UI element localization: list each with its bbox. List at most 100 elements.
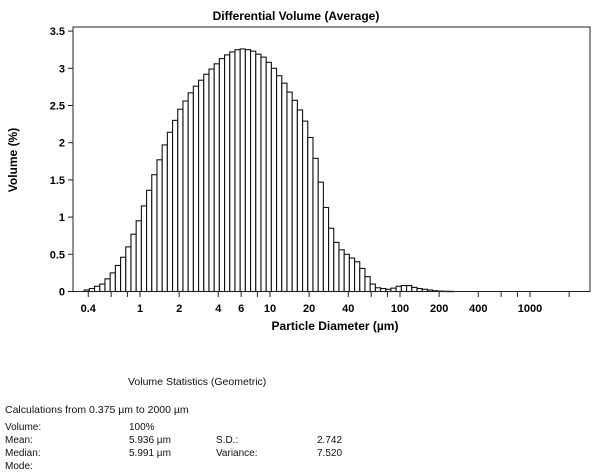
bar <box>152 175 157 292</box>
bar <box>214 64 219 292</box>
bar <box>147 190 152 291</box>
x-tick-label: 200 <box>430 303 448 315</box>
y-tick-label: 3 <box>59 63 65 75</box>
bar <box>219 59 224 292</box>
bar <box>344 254 349 291</box>
bar <box>329 228 334 291</box>
bar <box>256 54 261 291</box>
bar <box>178 109 183 291</box>
bar <box>110 273 115 292</box>
bar <box>349 258 354 291</box>
bar <box>121 257 126 291</box>
bar <box>225 55 230 292</box>
bar <box>365 277 370 292</box>
x-tick-label: 6 <box>238 303 244 315</box>
bar <box>240 49 245 292</box>
x-tick-label: 40 <box>342 303 354 315</box>
bar <box>391 288 396 291</box>
y-tick-label: 2.5 <box>50 101 65 113</box>
bar <box>334 242 339 291</box>
y-tick-label: 2 <box>59 138 65 150</box>
bar <box>412 287 417 291</box>
x-tick-label: 1000 <box>518 303 542 315</box>
x-tick-label: 20 <box>303 303 315 315</box>
bar <box>204 74 209 291</box>
stat-label: Median: <box>5 448 41 459</box>
bar <box>323 207 328 291</box>
bar <box>292 100 297 291</box>
bar <box>131 234 136 291</box>
stat-label: Mean: <box>5 435 33 446</box>
bar <box>297 110 302 292</box>
bar <box>370 284 375 291</box>
bar <box>401 286 406 292</box>
bar <box>162 145 167 292</box>
bar <box>105 279 110 292</box>
bar <box>396 286 401 291</box>
x-tick-label: 100 <box>391 303 409 315</box>
x-axis-label: Particle Diameter (µm) <box>272 319 399 333</box>
x-tick-label: 1 <box>137 303 143 315</box>
bar <box>235 50 240 292</box>
bar <box>95 286 100 291</box>
bar <box>126 247 131 292</box>
x-tick-label: 0.4 <box>81 303 97 315</box>
bar <box>407 286 412 292</box>
x-tick-label: 400 <box>469 303 487 315</box>
bar <box>230 52 235 292</box>
bar <box>157 160 162 292</box>
y-axis-label: Volume (%) <box>6 128 20 192</box>
bar <box>251 51 256 291</box>
y-tick-label: 0 <box>59 287 65 299</box>
bar <box>209 69 214 291</box>
y-tick-label: 0.5 <box>50 249 65 261</box>
x-tick-label: 4 <box>215 303 222 315</box>
stat-label: Volume: <box>5 422 41 433</box>
bar <box>318 182 323 291</box>
y-tick-label: 1 <box>59 212 65 224</box>
stat-value: 7.520 <box>317 448 342 459</box>
bar <box>355 262 360 292</box>
y-tick-label: 3.5 <box>50 26 65 38</box>
stat-value: 2.742 <box>317 435 342 446</box>
bars-group <box>84 49 453 292</box>
x-tick-label: 2 <box>176 303 182 315</box>
stat-label: Mode: <box>5 461 33 472</box>
bar <box>375 288 380 292</box>
stat-value: 100% <box>129 422 155 433</box>
bar <box>193 86 198 291</box>
bar <box>360 268 365 291</box>
bar <box>141 206 146 292</box>
stat-value: 5.936 µm <box>129 435 171 446</box>
y-tick-label: 1.5 <box>50 175 65 187</box>
stats-calc-range: Calculations from 0.375 µm to 2000 µm <box>5 404 189 416</box>
bar <box>100 284 105 291</box>
stat-label: Variance: <box>216 448 258 459</box>
stat-label: S.D.: <box>216 435 238 446</box>
bar <box>115 265 120 291</box>
bar <box>245 50 250 292</box>
x-axis: 0.4 1 2 4 6 10 20 40 100 200 400 1000 <box>81 292 570 316</box>
bar <box>287 92 292 291</box>
bar <box>339 250 344 292</box>
bar <box>167 132 172 291</box>
bar <box>271 68 276 291</box>
bar <box>266 62 271 291</box>
bar <box>277 76 282 292</box>
bar <box>188 93 193 292</box>
bar <box>183 101 188 291</box>
bar <box>308 137 313 291</box>
stat-value: 5.991 µm <box>129 448 171 459</box>
stats-title: Volume Statistics (Geometric) <box>128 376 266 388</box>
bar <box>173 120 178 291</box>
bar <box>261 57 266 291</box>
bar <box>199 80 204 291</box>
differential-volume-chart: Differential Volume (Average) 0 0.5 1 1.5 2 2… <box>0 0 600 370</box>
bar <box>313 158 318 291</box>
chart-title: Differential Volume (Average) <box>213 9 380 23</box>
bar <box>136 221 141 292</box>
bar <box>303 121 308 291</box>
y-axis: 0 0.5 1 1.5 2 2.5 3 3.5 <box>50 26 73 298</box>
x-tick-label: 10 <box>264 303 276 315</box>
bar <box>282 83 287 291</box>
